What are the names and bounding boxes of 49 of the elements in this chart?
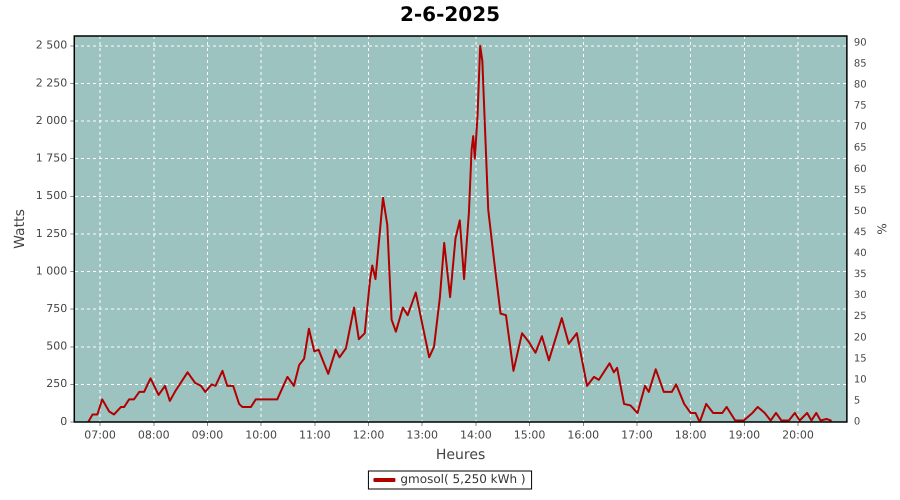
- y-tick-label: 1 250: [36, 226, 68, 240]
- y2-tick-label: 85: [854, 58, 867, 70]
- x-tick-label: 12:00: [352, 428, 384, 442]
- x-tick-label: 18:00: [674, 428, 706, 442]
- y-tick-label: 2 000: [36, 114, 68, 127]
- y2-tick-label: 65: [854, 142, 867, 154]
- y2-tick-label: 5: [854, 396, 860, 407]
- y-axis-title: Watts: [12, 209, 28, 249]
- y-tick-label: 1 750: [36, 152, 68, 165]
- y2-tick-label: 90: [854, 37, 867, 48]
- y2-tick-label: 55: [854, 184, 867, 196]
- x-tick-label: 14:00: [460, 428, 492, 442]
- x-tick-label: 16:00: [567, 428, 600, 442]
- y-tick-label: 250: [46, 377, 68, 390]
- y-tick-label: 0: [60, 414, 68, 428]
- y2-tick-label: 25: [854, 311, 867, 322]
- x-tick-label: 13:00: [406, 428, 438, 442]
- x-tick-label: 08:00: [138, 428, 170, 442]
- y2-tick-label: 30: [854, 290, 867, 302]
- y2-tick-label: 10: [854, 374, 867, 386]
- y2-tick-label: 20: [854, 332, 867, 344]
- y2-tick-label: 15: [854, 353, 867, 364]
- y2-tick-label: 35: [854, 269, 867, 280]
- legend-label: gmosol( 5,250 kWh ): [400, 472, 526, 486]
- x-tick-label: 09:00: [192, 428, 224, 442]
- y2-tick-label: 75: [854, 100, 867, 112]
- y-tick-label: 1 500: [36, 189, 68, 202]
- y2-tick-label: 80: [854, 79, 867, 90]
- x-tick-label: 11:00: [298, 428, 331, 442]
- x-axis-title: Heures: [436, 447, 486, 464]
- x-tick-label: 20:00: [782, 428, 814, 442]
- y-tick-label: 1 000: [36, 264, 68, 278]
- y2-tick-label: 45: [854, 226, 867, 238]
- y2-axis-title: %: [874, 223, 889, 235]
- x-tick-label: 10:00: [245, 428, 277, 442]
- x-tick-label: 15:00: [514, 428, 546, 442]
- y2-tick-label: 60: [854, 164, 867, 175]
- y-tick-label: 2 250: [36, 76, 68, 90]
- y-tick-label: 750: [46, 302, 68, 315]
- x-tick-label: 17:00: [621, 428, 653, 442]
- y2-tick-label: 40: [854, 248, 867, 260]
- chart-title: 2-6-2025: [400, 2, 500, 26]
- y-tick-label: 2 500: [36, 38, 68, 52]
- y2-tick-label: 50: [854, 206, 867, 217]
- x-tick-label: 19:00: [728, 428, 760, 442]
- y-tick-label: 500: [46, 340, 68, 353]
- y2-tick-label: 0: [854, 416, 860, 428]
- x-tick-label: 07:00: [84, 428, 116, 442]
- y2-tick-label: 70: [854, 122, 867, 133]
